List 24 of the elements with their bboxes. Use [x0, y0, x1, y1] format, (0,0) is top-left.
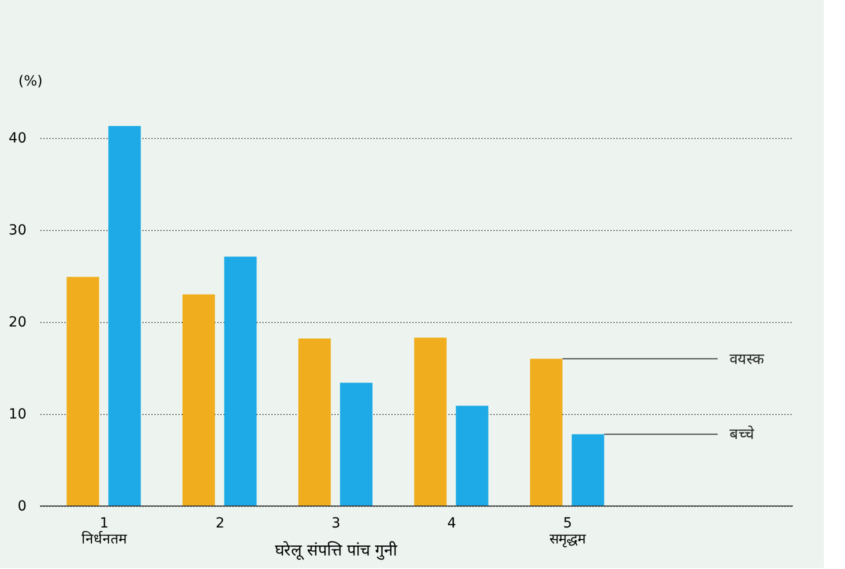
y-axis-title: (%)	[18, 74, 43, 90]
y-tick-label: 20	[8, 314, 26, 330]
bar	[340, 382, 372, 506]
bar	[298, 338, 331, 506]
bar	[572, 434, 604, 506]
text: वयस्क	[729, 350, 764, 368]
bar	[530, 358, 562, 506]
x-axis-title: घरेलू संपत्ति पांच गुनी	[274, 540, 398, 560]
text: बच्चे	[729, 425, 754, 444]
x-tick-label: 1 निर्धनतम	[82, 516, 128, 548]
x-tick-label: 2	[216, 516, 225, 532]
bar	[66, 276, 100, 506]
y-tick-label: 10	[8, 406, 26, 422]
bar	[224, 256, 257, 506]
x-tick-label: 4	[447, 516, 456, 532]
bar	[456, 406, 488, 506]
y-tick-label: 30	[8, 222, 26, 238]
x-tick-label: 5 समृद्धम	[550, 516, 587, 548]
y-tick-label: 0	[18, 498, 26, 514]
y-tick-label: 40	[8, 130, 26, 146]
bar	[108, 126, 141, 506]
bar	[414, 338, 447, 506]
x-tick-label: 3	[331, 516, 340, 532]
bar	[182, 294, 215, 506]
